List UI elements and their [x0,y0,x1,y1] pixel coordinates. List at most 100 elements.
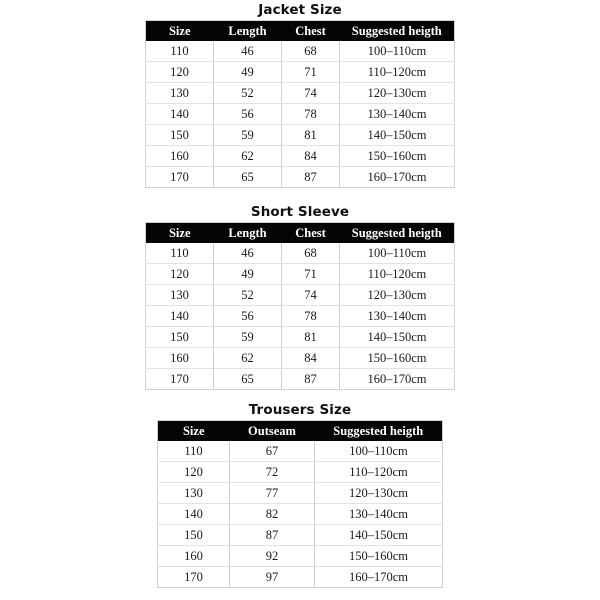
cell-suggested-height: 130–140cm [339,103,455,125]
table-row: 120 72 110–120cm [157,461,443,483]
cell-length: 49 [213,61,282,83]
column-header-size: Size [145,20,214,41]
table-header: Size Length Chest Suggested heigth [145,222,455,243]
jacket-size-title: Jacket Size [258,2,342,18]
cell-size: 150 [145,124,214,146]
table-body: 110 46 68 100–110cm 120 49 71 110–120cm … [145,41,455,188]
trousers-size-title: Trousers Size [248,402,352,418]
cell-length: 52 [213,284,282,306]
cell-suggested-height: 140–150cm [314,524,443,546]
column-header-length: Length [213,222,282,243]
table-row: 110 46 68 100–110cm [145,41,455,62]
cell-size: 170 [145,166,214,188]
table-row: 170 65 87 160–170cm [145,368,455,390]
header-row: Size Length Chest Suggested heigth [145,20,455,41]
cell-suggested-height: 140–150cm [339,124,455,146]
cell-length: 56 [213,103,282,125]
cell-outseam: 82 [229,503,315,525]
table-row: 110 46 68 100–110cm [145,243,455,264]
cell-chest: 74 [281,82,340,104]
cell-chest: 84 [281,145,340,167]
table-header: Size Outseam Suggested heigth [157,420,443,441]
column-header-chest: Chest [281,222,340,243]
cell-size: 150 [157,524,230,546]
cell-suggested-height: 160–170cm [339,368,455,390]
cell-suggested-height: 160–170cm [314,566,443,588]
cell-suggested-height: 120–130cm [339,82,455,104]
cell-suggested-height: 110–120cm [314,461,443,483]
cell-size: 140 [145,103,214,125]
column-header-chest: Chest [281,20,340,41]
cell-size: 110 [145,41,214,62]
jacket-size-table: Size Length Chest Suggested heigth 110 4… [145,20,455,188]
cell-length: 52 [213,82,282,104]
table-row: 160 62 84 150–160cm [145,347,455,369]
cell-suggested-height: 100–110cm [339,41,455,62]
cell-length: 62 [213,347,282,369]
table-row: 160 62 84 150–160cm [145,145,455,167]
cell-size: 150 [145,326,214,348]
cell-suggested-height: 110–120cm [339,61,455,83]
cell-outseam: 97 [229,566,315,588]
cell-chest: 87 [281,166,340,188]
column-header-size: Size [157,420,230,441]
cell-suggested-height: 140–150cm [339,326,455,348]
table-row: 130 77 120–130cm [157,482,443,504]
cell-size: 140 [157,503,230,525]
column-header-suggested-height: Suggested heigth [314,420,443,441]
table-row: 140 56 78 130–140cm [145,103,455,125]
short-sleeve-section: Short Sleeve Size Length Chest Suggested… [0,204,600,390]
jacket-size-section: Jacket Size Size Length Chest Suggested … [0,2,600,188]
column-header-suggested-height: Suggested heigth [339,20,455,41]
cell-chest: 78 [281,103,340,125]
table-row: 120 49 71 110–120cm [145,61,455,83]
cell-size: 160 [157,545,230,567]
header-row: Size Outseam Suggested heigth [157,420,443,441]
cell-chest: 87 [281,368,340,390]
table-row: 120 49 71 110–120cm [145,263,455,285]
cell-length: 46 [213,243,282,264]
cell-length: 49 [213,263,282,285]
table-row: 150 87 140–150cm [157,524,443,546]
cell-chest: 68 [281,243,340,264]
cell-outseam: 77 [229,482,315,504]
cell-length: 65 [213,368,282,390]
cell-size: 120 [157,461,230,483]
trousers-size-table: Size Outseam Suggested heigth 110 67 100… [157,420,443,588]
cell-size: 170 [157,566,230,588]
table-row: 140 56 78 130–140cm [145,305,455,327]
table-body: 110 46 68 100–110cm 120 49 71 110–120cm … [145,243,455,390]
cell-length: 62 [213,145,282,167]
cell-length: 56 [213,305,282,327]
cell-size: 130 [157,482,230,504]
cell-suggested-height: 160–170cm [339,166,455,188]
cell-suggested-height: 150–160cm [314,545,443,567]
cell-suggested-height: 130–140cm [339,305,455,327]
cell-suggested-height: 110–120cm [339,263,455,285]
cell-suggested-height: 130–140cm [314,503,443,525]
cell-length: 65 [213,166,282,188]
cell-size: 130 [145,284,214,306]
cell-outseam: 72 [229,461,315,483]
cell-suggested-height: 100–110cm [314,441,443,462]
cell-size: 120 [145,61,214,83]
cell-size: 130 [145,82,214,104]
column-header-outseam: Outseam [229,420,315,441]
header-row: Size Length Chest Suggested heigth [145,222,455,243]
cell-suggested-height: 120–130cm [314,482,443,504]
cell-size: 160 [145,347,214,369]
table-row: 140 82 130–140cm [157,503,443,525]
cell-suggested-height: 150–160cm [339,347,455,369]
cell-suggested-height: 150–160cm [339,145,455,167]
cell-suggested-height: 100–110cm [339,243,455,264]
cell-size: 170 [145,368,214,390]
cell-chest: 78 [281,305,340,327]
cell-chest: 68 [281,41,340,62]
table-row: 170 97 160–170cm [157,566,443,588]
cell-chest: 81 [281,124,340,146]
cell-chest: 81 [281,326,340,348]
cell-chest: 71 [281,61,340,83]
table-row: 130 52 74 120–130cm [145,284,455,306]
cell-size: 160 [145,145,214,167]
table-row: 110 67 100–110cm [157,441,443,462]
